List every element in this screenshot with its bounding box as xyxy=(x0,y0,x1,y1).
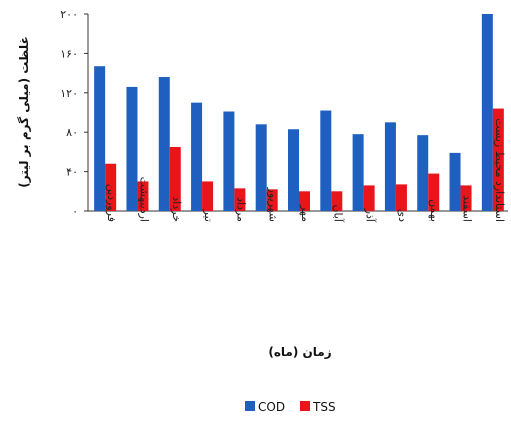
bar-tss-1 xyxy=(137,181,149,211)
bar-tss-8 xyxy=(363,185,375,211)
y-tick-label: ۴۰ xyxy=(66,166,78,179)
y-tick-label: ۲۰۰ xyxy=(60,8,78,21)
bar-cod-0 xyxy=(94,66,106,211)
legend: COD TSS xyxy=(245,400,336,414)
x-category-label: خرداد xyxy=(170,196,183,222)
x-category-label: اسفند xyxy=(461,195,474,222)
bar-cod-3 xyxy=(191,102,203,211)
bar-tss-4 xyxy=(234,188,246,211)
x-category-label: فروردین xyxy=(105,184,118,222)
x-category-label: استاندارد محیط زیست xyxy=(493,118,506,222)
bar-cod-6 xyxy=(288,129,299,211)
x-category-label: مرداد xyxy=(234,197,247,222)
x-category-label: تیر xyxy=(202,209,215,222)
x-axis-title: زمان (ماه) xyxy=(268,345,331,359)
x-category-label: دی xyxy=(396,208,409,222)
y-tick-label: ۱۲۰ xyxy=(60,87,78,100)
x-category-label: آذر xyxy=(364,208,378,223)
bar-cod-8 xyxy=(352,134,364,211)
y-tick-label: ۸۰ xyxy=(66,126,78,139)
y-ticks: ۰ ۴۰ ۸۰ ۱۲۰ ۱۶۰ ۲۰۰ xyxy=(60,8,88,218)
bar-cod-11 xyxy=(449,152,461,211)
x-category-label: شهریور xyxy=(267,187,280,222)
bar-tss-5 xyxy=(266,189,278,211)
bar-cod-5 xyxy=(255,124,267,211)
x-category-label: مهر xyxy=(299,204,312,222)
bar-cod-10 xyxy=(417,135,429,211)
x-category-label: آبان xyxy=(331,204,345,222)
bar-tss-3 xyxy=(202,181,214,211)
bar-cod-2 xyxy=(158,77,170,211)
bar-tss-2 xyxy=(169,146,181,211)
bar-tss-6 xyxy=(299,191,310,211)
legend-label-cod: COD xyxy=(258,400,285,414)
x-category-label: اردیبهشت xyxy=(137,177,150,222)
bar-tss-10 xyxy=(428,173,440,211)
bar-cod-4 xyxy=(223,111,235,211)
bar-tss-9 xyxy=(395,184,407,211)
legend-label-tss: TSS xyxy=(312,400,336,414)
bar-cod-1 xyxy=(126,86,138,211)
legend-swatch-tss xyxy=(300,401,310,411)
bar-tss-11 xyxy=(460,185,472,211)
bar-cod-9 xyxy=(384,122,396,211)
legend-swatch-cod xyxy=(245,401,255,411)
y-tick-label: ۰ xyxy=(72,205,78,218)
x-category-labels: فروردین اردیبهشت خرداد تیر مرداد شهریور مهر آبا… xyxy=(105,118,506,223)
x-category-label: بهمن xyxy=(428,199,441,222)
y-axis-title: غلظت (میلی گرم بر لیتر) xyxy=(17,36,32,188)
bar-cod-12 xyxy=(481,14,493,211)
bar-tss-0 xyxy=(105,163,117,211)
bar-cod-7 xyxy=(320,110,332,211)
bar-tss-12 xyxy=(492,108,504,211)
y-tick-label: ۱۶۰ xyxy=(60,47,78,60)
bar-tss-7 xyxy=(331,191,343,211)
bars xyxy=(94,14,504,211)
